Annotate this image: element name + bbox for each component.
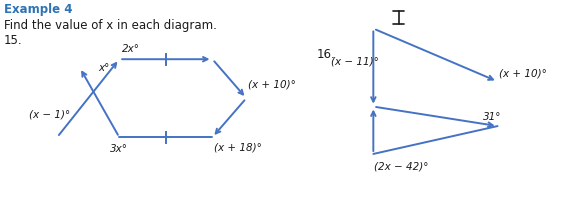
Text: Example 4: Example 4	[3, 3, 72, 17]
Text: 2x°: 2x°	[122, 44, 140, 54]
Text: x°: x°	[98, 63, 109, 73]
Text: (x + 10)°: (x + 10)°	[499, 68, 547, 78]
Text: (2x − 42)°: (2x − 42)°	[375, 161, 429, 171]
Text: 15.: 15.	[3, 34, 22, 47]
Text: 16.: 16.	[317, 48, 336, 61]
Text: (x − 1)°: (x − 1)°	[29, 110, 70, 120]
Text: (x + 10)°: (x + 10)°	[248, 79, 296, 89]
Text: Find the value of x in each diagram.: Find the value of x in each diagram.	[3, 19, 216, 32]
Text: (x + 18)°: (x + 18)°	[214, 143, 262, 153]
Text: (x − 11)°: (x − 11)°	[331, 57, 379, 67]
Text: 3x°: 3x°	[110, 144, 128, 154]
Text: 31°: 31°	[483, 112, 502, 122]
